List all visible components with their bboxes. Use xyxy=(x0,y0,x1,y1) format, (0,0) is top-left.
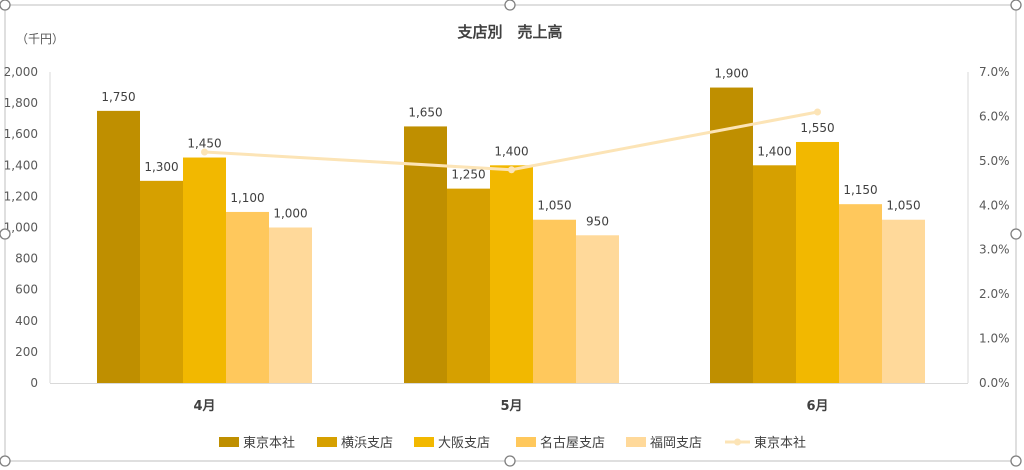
legend-label: 東京本社 xyxy=(243,435,295,451)
data-label: 1,450 xyxy=(187,137,221,151)
y-tick-label: 600 xyxy=(15,283,38,297)
y2-tick-label: 6.0% xyxy=(979,109,1010,123)
data-label: 1,000 xyxy=(273,207,307,221)
y2-tick-label: 4.0% xyxy=(979,198,1010,212)
y-tick-label: 1,600 xyxy=(4,127,38,141)
legend-label: 横浜支店 xyxy=(341,436,393,451)
y-tick-label: 800 xyxy=(15,252,38,266)
bar xyxy=(490,165,533,383)
bar xyxy=(140,180,183,383)
bar xyxy=(183,157,226,383)
plot-area: 0 200 400 600 800 1,000 1,200 1,400 1,600 1,800 2,… xyxy=(4,65,1010,414)
legend-swatch-marker xyxy=(734,438,741,446)
bar xyxy=(753,165,796,383)
bar xyxy=(882,219,925,383)
x-tick-label: 4月 xyxy=(193,399,215,414)
legend-swatch xyxy=(317,437,337,447)
y-tick-label: 400 xyxy=(15,314,38,328)
data-label: 1,300 xyxy=(144,160,178,174)
resize-handle[interactable] xyxy=(1010,228,1022,240)
data-label: 1,100 xyxy=(230,191,264,205)
data-label: 1,400 xyxy=(494,144,528,158)
resize-handle[interactable] xyxy=(504,0,516,11)
legend-swatch xyxy=(219,437,239,447)
bar xyxy=(404,126,447,384)
x-tick-label: 5月 xyxy=(500,399,522,414)
bar xyxy=(576,235,619,383)
y-tick-label: 1,400 xyxy=(4,158,38,172)
y-tick-label: 2,000 xyxy=(4,65,38,79)
data-label: 1,900 xyxy=(714,67,748,81)
y-tick-label: 200 xyxy=(15,345,38,359)
bar xyxy=(269,227,312,383)
resize-handle[interactable] xyxy=(0,0,11,11)
data-label: 1,550 xyxy=(800,121,834,135)
bar xyxy=(97,110,140,383)
y-tick-label: 0 xyxy=(30,376,38,390)
legend-swatch xyxy=(414,437,434,447)
data-label: 1,050 xyxy=(537,199,571,213)
resize-handle[interactable] xyxy=(504,455,516,467)
resize-handle[interactable] xyxy=(1010,0,1022,11)
line-point xyxy=(201,148,208,156)
y2-tick-label: 1.0% xyxy=(979,332,1010,346)
data-label: 1,650 xyxy=(408,105,442,119)
x-tick-label: 6月 xyxy=(806,399,828,414)
bar xyxy=(710,87,753,384)
y2-tick-label: 7.0% xyxy=(979,65,1010,79)
y-axis-unit-label: （千円） xyxy=(16,32,64,46)
y2-tick-label: 3.0% xyxy=(979,243,1010,257)
legend-label: 福岡支店 xyxy=(650,436,702,451)
y2-tick-label: 0.0% xyxy=(979,376,1010,390)
resize-handle[interactable] xyxy=(1010,455,1022,467)
bar xyxy=(839,204,882,383)
legend-label: 大阪支店 xyxy=(438,436,490,451)
resize-handle[interactable] xyxy=(0,228,11,240)
line-point xyxy=(508,166,515,174)
y-tick-label: 1,200 xyxy=(4,189,38,203)
data-label: 1,050 xyxy=(886,199,920,213)
y-tick-label: 1,000 xyxy=(4,221,38,235)
bar xyxy=(226,211,269,383)
legend-label: 東京本社 xyxy=(754,435,806,451)
y2-tick-label: 2.0% xyxy=(979,287,1010,301)
data-label: 1,250 xyxy=(451,168,485,182)
resize-handle[interactable] xyxy=(0,455,11,467)
y-tick-label: 1,800 xyxy=(4,96,38,110)
chart-title: 支店別 売上高 xyxy=(456,23,562,41)
bar xyxy=(796,141,839,383)
data-label: 1,750 xyxy=(101,90,135,104)
line-point xyxy=(814,108,821,116)
legend: 東京本社 横浜支店 大阪支店 名古屋支店 福岡支店 東京本社 xyxy=(219,435,806,451)
legend-swatch xyxy=(626,437,646,447)
bar xyxy=(533,219,576,383)
bar xyxy=(447,188,490,383)
legend-label: 名古屋支店 xyxy=(540,435,605,451)
y2-tick-label: 5.0% xyxy=(979,154,1010,168)
data-label: 950 xyxy=(586,214,609,228)
data-label: 1,400 xyxy=(757,144,791,158)
legend-swatch xyxy=(516,437,536,447)
data-label: 1,150 xyxy=(843,183,877,197)
